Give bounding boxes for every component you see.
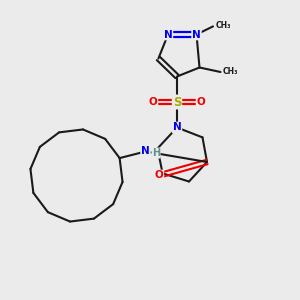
Text: N: N xyxy=(172,122,182,133)
Text: N: N xyxy=(141,146,150,157)
Text: O: O xyxy=(154,170,164,181)
Text: CH₃: CH₃ xyxy=(223,68,239,76)
Text: N: N xyxy=(192,29,201,40)
Text: S: S xyxy=(173,95,181,109)
Text: O: O xyxy=(196,97,206,107)
Text: H: H xyxy=(152,148,160,158)
Text: O: O xyxy=(148,97,158,107)
Text: N: N xyxy=(164,29,172,40)
Text: CH₃: CH₃ xyxy=(215,21,231,30)
